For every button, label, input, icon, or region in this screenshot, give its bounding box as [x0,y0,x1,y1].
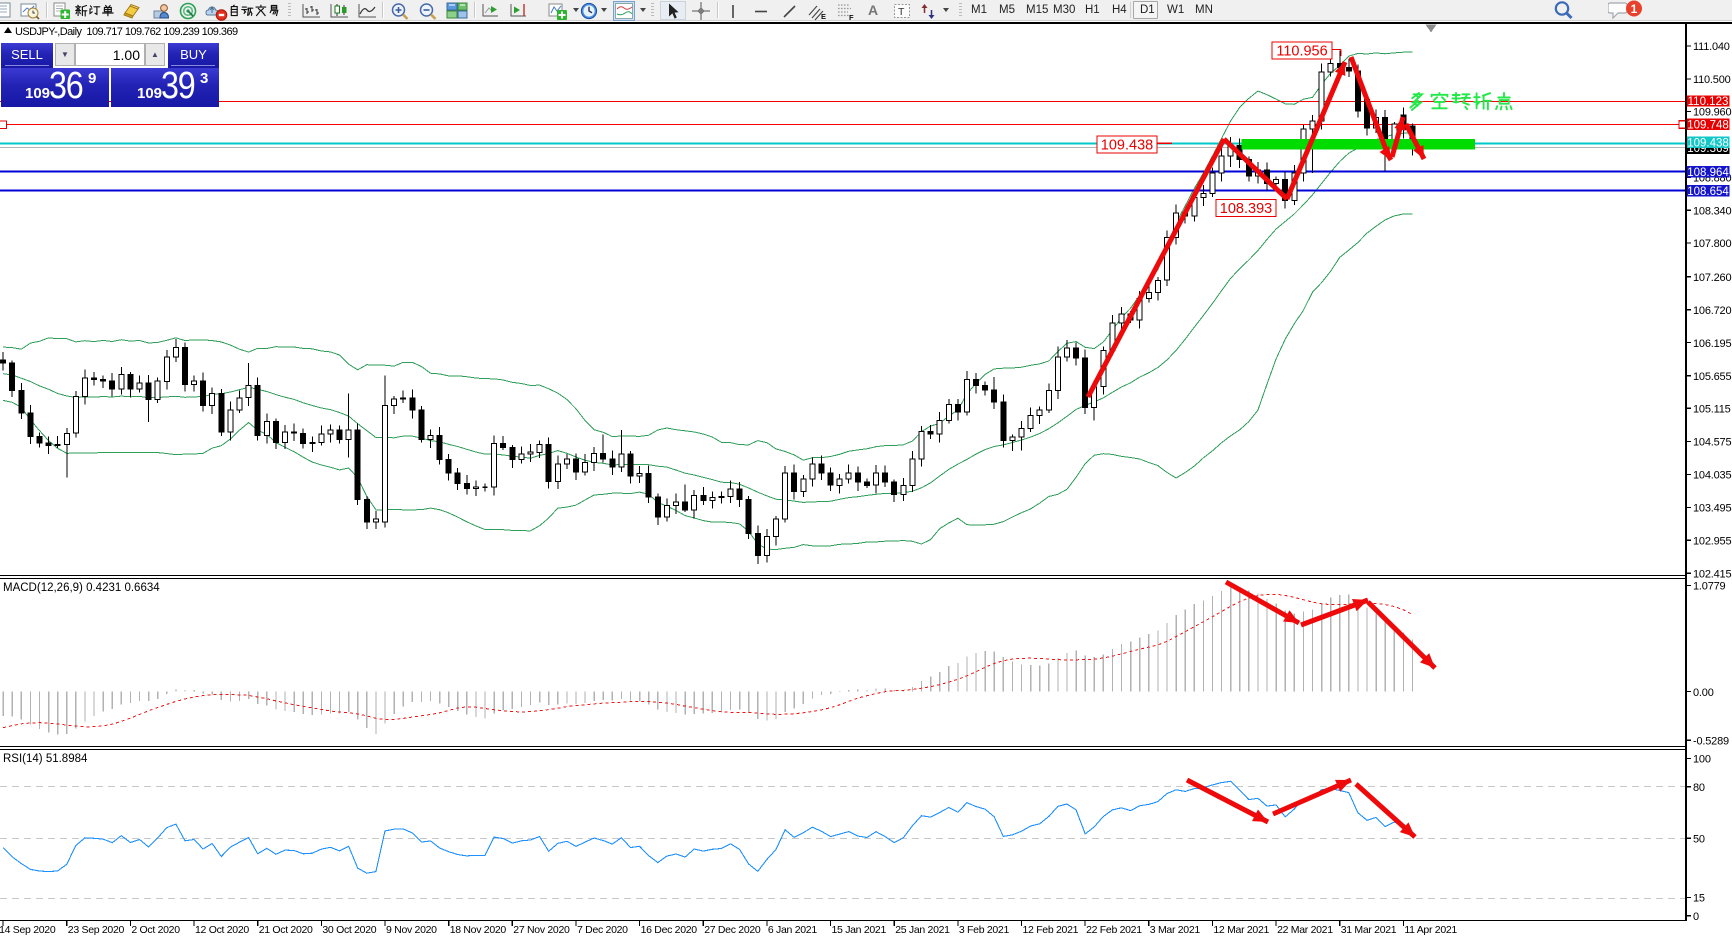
svg-text:27 Nov 2020: 27 Nov 2020 [513,924,570,936]
svg-text:MACD(12,26,9) 0.4231 0.6634: MACD(12,26,9) 0.4231 0.6634 [3,582,160,594]
svg-text:2 Oct 2020: 2 Oct 2020 [131,924,180,936]
svg-text:50: 50 [1693,833,1705,845]
svg-text:104.575: 104.575 [1693,437,1731,449]
svg-text:110.500: 110.500 [1693,74,1731,86]
svg-text:80: 80 [1693,782,1705,794]
svg-text:27 Dec 2020: 27 Dec 2020 [704,924,761,936]
svg-text:110.123: 110.123 [1688,96,1729,108]
svg-text:110.956: 110.956 [1276,43,1327,59]
svg-text:21 Oct 2020: 21 Oct 2020 [259,924,313,936]
svg-text:30 Oct 2020: 30 Oct 2020 [322,924,376,936]
svg-text:22 Feb 2021: 22 Feb 2021 [1086,924,1142,936]
svg-text:109.438: 109.438 [1687,138,1729,150]
svg-text:109.960: 109.960 [1693,107,1731,119]
svg-text:104.035: 104.035 [1693,470,1731,482]
svg-text:108.964: 108.964 [1687,167,1729,179]
svg-text:RSI(14) 51.8984: RSI(14) 51.8984 [3,753,88,765]
svg-text:14 Sep 2020: 14 Sep 2020 [0,924,56,936]
svg-text:23 Sep 2020: 23 Sep 2020 [68,924,125,936]
svg-text:107.800: 107.800 [1693,238,1731,250]
svg-text:11 Apr 2021: 11 Apr 2021 [1404,924,1457,936]
svg-text:100: 100 [1693,754,1711,766]
svg-text:108.654: 108.654 [1687,186,1729,198]
svg-text:9 Nov 2020: 9 Nov 2020 [386,924,437,936]
svg-text:106.720: 106.720 [1693,305,1731,317]
svg-text:0.00: 0.00 [1693,687,1714,699]
svg-text:12 Feb 2021: 12 Feb 2021 [1023,924,1079,936]
svg-text:0: 0 [1693,911,1699,923]
svg-text:109.748: 109.748 [1687,120,1729,132]
svg-text:12 Mar 2021: 12 Mar 2021 [1213,924,1269,936]
svg-text:108.340: 108.340 [1693,205,1731,217]
svg-text:102.955: 102.955 [1693,536,1731,548]
svg-text:18 Nov 2020: 18 Nov 2020 [450,924,507,936]
svg-text:22 Mar 2021: 22 Mar 2021 [1277,924,1333,936]
svg-text:E: E [821,12,826,21]
svg-text:107.260: 107.260 [1693,272,1731,284]
svg-text:105.115: 105.115 [1693,404,1731,416]
svg-text:1.0779: 1.0779 [1693,581,1726,593]
svg-text:3 Feb 2021: 3 Feb 2021 [959,924,1010,936]
svg-text:25 Jan 2021: 25 Jan 2021 [895,924,950,936]
svg-text:108.393: 108.393 [1220,201,1272,217]
svg-text:T: T [898,6,905,18]
svg-text:109.438: 109.438 [1101,137,1153,153]
svg-text:31 Mar 2021: 31 Mar 2021 [1341,924,1397,936]
svg-text:F: F [849,13,854,22]
svg-text:1: 1 [1631,2,1638,16]
svg-text:15: 15 [1693,893,1705,905]
svg-text:6 Jan 2021: 6 Jan 2021 [768,924,817,936]
svg-text:16 Dec 2020: 16 Dec 2020 [641,924,698,936]
svg-text:15 Jan 2021: 15 Jan 2021 [832,924,887,936]
svg-text:3 Mar 2021: 3 Mar 2021 [1150,924,1201,936]
svg-text:106.195: 106.195 [1693,338,1731,350]
svg-text:102.415: 102.415 [1693,568,1731,580]
svg-text:-0.5289: -0.5289 [1693,735,1729,747]
svg-text:12 Oct 2020: 12 Oct 2020 [195,924,249,936]
svg-text:7 Dec 2020: 7 Dec 2020 [577,924,628,936]
svg-text:111.040: 111.040 [1693,41,1730,53]
svg-text:105.655: 105.655 [1693,371,1731,383]
svg-text:103.495: 103.495 [1693,503,1731,515]
